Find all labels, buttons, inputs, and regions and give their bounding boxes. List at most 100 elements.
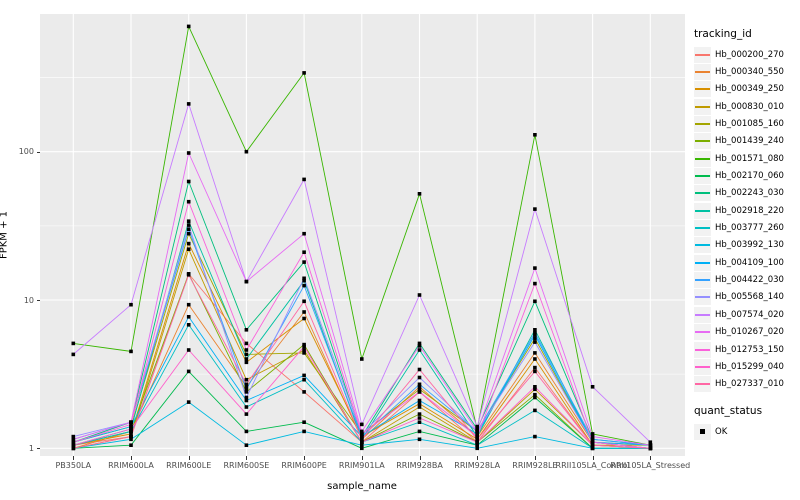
data-point [533, 387, 537, 392]
data-point [475, 432, 479, 436]
data-point [244, 429, 249, 434]
line-key-icon [694, 272, 711, 289]
legend-label: Hb_001571_080 [715, 153, 784, 164]
data-point [186, 369, 191, 374]
data-point [302, 71, 306, 75]
data-point [417, 385, 422, 389]
data-point [129, 349, 133, 354]
legend-line-swatch [695, 348, 710, 351]
data-point [417, 344, 422, 348]
legend-label: Hb_003777_260 [715, 223, 784, 234]
data-point [186, 227, 191, 231]
data-point [244, 360, 249, 365]
data-point [533, 333, 537, 337]
legend-line-swatch [695, 175, 710, 178]
data-point [417, 375, 422, 380]
line-key-icon [694, 64, 711, 81]
x-tick-mark [419, 456, 421, 460]
data-point [417, 412, 422, 416]
legend-line-swatch [695, 331, 710, 334]
data-point [360, 422, 364, 427]
data-point [360, 443, 364, 447]
data-point [244, 390, 249, 394]
legend-item-Hb_002243_030: Hb_002243_030 [694, 185, 800, 202]
data-point [302, 310, 306, 314]
data-point [244, 377, 249, 382]
data-point [129, 437, 133, 442]
line-key-icon [694, 220, 711, 237]
legend-item-Hb_010267_020: Hb_010267_020 [694, 324, 800, 341]
legend-line-swatch [695, 140, 710, 143]
legend-item-Hb_004422_030: Hb_004422_030 [694, 271, 800, 289]
legend-label: Hb_012753_150 [715, 344, 784, 355]
legend-item-Hb_004109_100: Hb_004109_100 [694, 254, 800, 271]
line-key-icon [694, 237, 711, 254]
legend-item-Hb_012753_150: Hb_012753_150 [694, 341, 800, 358]
data-point [244, 352, 249, 357]
data-point [590, 385, 595, 389]
data-point [244, 412, 249, 416]
legend-item-Hb_001085_160: Hb_001085_160 [694, 115, 800, 133]
data-point [244, 395, 249, 400]
legend-item-Hb_000349_250: Hb_000349_250 [694, 81, 800, 98]
line-key-icon [694, 150, 711, 167]
legend-item-Hb_001439_240: Hb_001439_240 [694, 133, 800, 150]
data-point [302, 299, 306, 304]
data-point [533, 266, 537, 270]
data-point [302, 351, 306, 355]
legend-label: Hb_004109_100 [715, 257, 784, 268]
data-point [244, 443, 249, 447]
legend-line-swatch [695, 71, 710, 74]
legend-item-Hb_000200_270: Hb_000200_270 [694, 46, 800, 63]
legend-label: Hb_000340_550 [715, 67, 784, 78]
legend-line-swatch [695, 244, 710, 247]
line-key-icon [694, 168, 711, 185]
legend-line-swatch [695, 296, 710, 299]
legend-label: Hb_015299_040 [715, 361, 784, 372]
x-tick-mark [73, 456, 75, 460]
data-point [71, 434, 76, 439]
data-point [129, 424, 133, 429]
x-tick-label-RRIM928LE: RRIM928LE [512, 461, 558, 470]
data-point [648, 440, 653, 444]
plot-area-svg [40, 14, 685, 456]
legend-line-swatch [695, 88, 710, 91]
data-point [186, 102, 191, 106]
data-point [417, 437, 422, 442]
legend-line-swatch [695, 105, 710, 108]
ok-square-key-icon [694, 423, 711, 440]
data-point [129, 302, 133, 307]
x-tick-label-RRIM928BA: RRIM928BA [396, 461, 443, 470]
x-tick-mark [361, 456, 363, 460]
data-point [302, 344, 306, 349]
x-tick-mark [650, 456, 652, 460]
data-point [417, 382, 422, 387]
data-point [417, 293, 422, 297]
legend: tracking_id Hb_000200_270 Hb_000340_550 Hb… [694, 28, 800, 440]
data-point [475, 446, 479, 451]
data-point [302, 377, 306, 382]
line-key-icon [694, 46, 711, 63]
line-key-icon [694, 289, 711, 306]
data-point [302, 373, 306, 378]
data-point [417, 401, 422, 406]
data-point [302, 276, 306, 281]
x-tick-label-RRIM600PE: RRIM600PE [281, 461, 327, 470]
line-key-icon [694, 376, 711, 393]
data-point [533, 392, 537, 397]
line-key-icon [694, 202, 711, 219]
data-point [302, 390, 306, 394]
legend-line-swatch [695, 157, 710, 160]
x-tick-label-RRIM901LA: RRIM901LA [338, 461, 385, 470]
data-point [186, 273, 191, 277]
legend-line-swatch [695, 227, 710, 230]
data-point [417, 192, 422, 196]
data-point [71, 440, 76, 444]
data-point [186, 302, 191, 307]
data-point [302, 348, 306, 352]
data-point [186, 241, 191, 246]
data-point [302, 429, 306, 434]
legend-line-swatch [695, 313, 710, 316]
data-point [244, 279, 249, 284]
